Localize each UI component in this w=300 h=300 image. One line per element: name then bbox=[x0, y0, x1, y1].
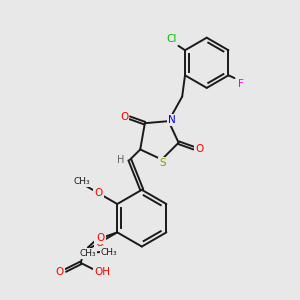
Text: H: H bbox=[117, 155, 124, 165]
Text: F: F bbox=[238, 79, 244, 88]
Text: O: O bbox=[95, 238, 103, 248]
Text: N: N bbox=[169, 115, 176, 125]
Text: CH₃: CH₃ bbox=[74, 177, 90, 186]
Text: OH: OH bbox=[94, 267, 110, 277]
Text: O: O bbox=[56, 267, 64, 277]
Text: O: O bbox=[94, 188, 103, 198]
Text: Cl: Cl bbox=[167, 34, 177, 44]
Text: S: S bbox=[159, 158, 166, 168]
Text: CH₃: CH₃ bbox=[80, 249, 96, 258]
Text: CH₃: CH₃ bbox=[101, 248, 117, 256]
Text: O: O bbox=[195, 144, 203, 154]
Text: O: O bbox=[96, 233, 104, 243]
Text: O: O bbox=[120, 112, 128, 122]
